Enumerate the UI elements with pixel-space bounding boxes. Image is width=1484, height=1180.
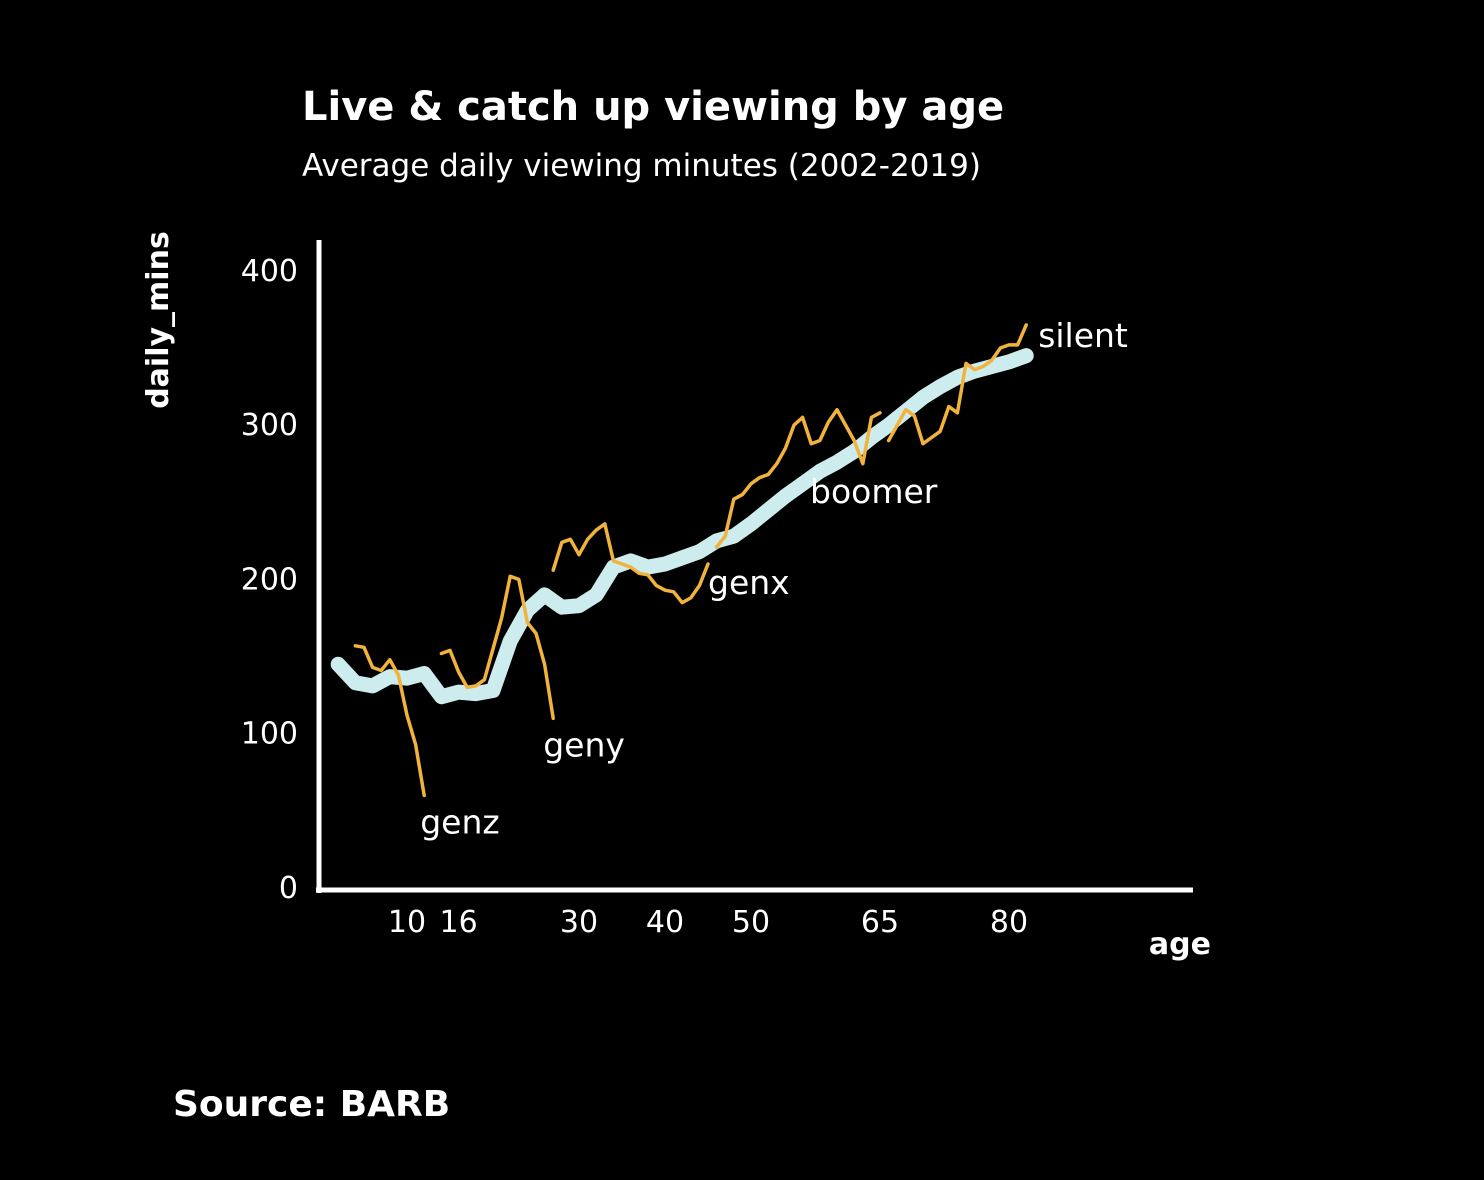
x-tick-label: 16 — [440, 905, 478, 940]
trend-layer — [330, 348, 1034, 705]
y-tick-label: 400 — [241, 254, 298, 289]
x-tick-labels: 10 16 30 40 50 65 80 — [388, 905, 1028, 940]
series-label-geny: geny — [543, 725, 625, 764]
y-axis-title: daily_mins — [141, 231, 176, 409]
series-label-layer: genz geny genx boomer silent — [420, 316, 1128, 842]
x-tick-label: 80 — [990, 905, 1028, 940]
chart-subtitle: Average daily viewing minutes (2002-2019… — [302, 148, 981, 184]
series-label-genx: genx — [708, 563, 790, 602]
series-label-silent: silent — [1038, 316, 1128, 355]
series-line-boomer — [714, 407, 882, 549]
series-line-genz — [353, 644, 426, 798]
y-tick-label: 300 — [241, 408, 298, 443]
series-label-genz: genz — [420, 802, 500, 841]
x-tick-label: 10 — [388, 905, 426, 940]
series-label-boomer: boomer — [810, 472, 938, 511]
series-line-genx — [551, 522, 710, 605]
series-line-geny — [439, 574, 555, 721]
source-note: Source: BARB — [173, 1084, 450, 1125]
trend-line — [330, 348, 1034, 705]
y-tick-label: 0 — [279, 871, 298, 906]
chart-title: Live & catch up viewing by age — [302, 84, 1004, 130]
x-axis-title: age — [1149, 927, 1211, 962]
y-tick-label: 100 — [241, 717, 298, 752]
x-tick-label: 30 — [560, 905, 598, 940]
x-tick-label: 50 — [732, 905, 770, 940]
series-line-silent — [886, 323, 1028, 446]
x-tick-label: 65 — [861, 905, 899, 940]
y-tick-labels: 0 100 200 300 400 — [241, 254, 298, 906]
x-tick-label: 40 — [646, 905, 684, 940]
series-layer — [353, 323, 1028, 798]
y-tick-label: 200 — [241, 562, 298, 597]
